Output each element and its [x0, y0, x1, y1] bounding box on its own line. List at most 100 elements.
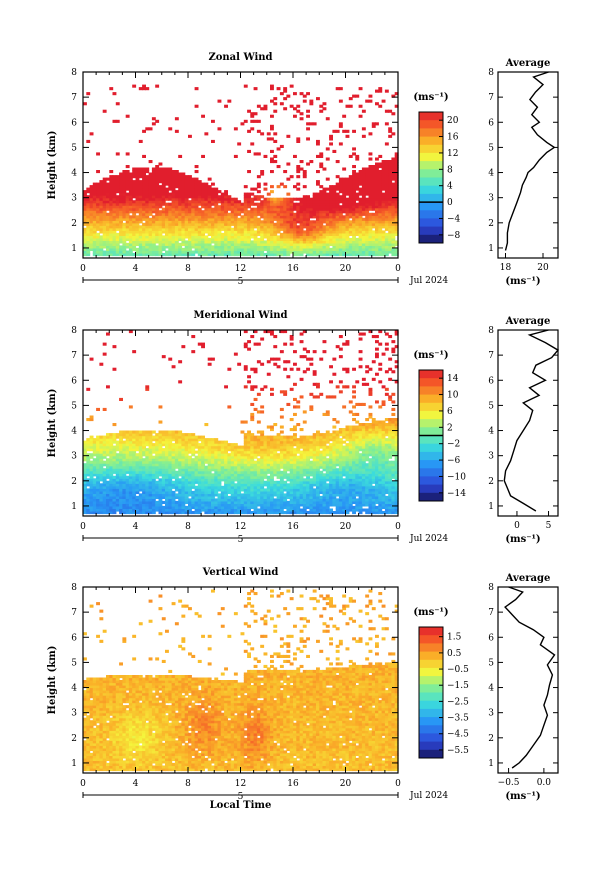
- heatmap-cell: [171, 505, 176, 509]
- heatmap-cell: [358, 237, 363, 241]
- heatmap-cell: [148, 448, 153, 452]
- heatmap-cell: [266, 450, 271, 454]
- heatmap-cell: [151, 455, 156, 459]
- heatmap-cell: [368, 232, 373, 236]
- heatmap-cell: [83, 490, 87, 494]
- heatmap-cell: [250, 453, 255, 457]
- heatmap-cell: [142, 215, 146, 219]
- heatmap-cell: [132, 435, 137, 439]
- heatmap-cell: [181, 242, 186, 246]
- heatmap-cell: [230, 242, 235, 246]
- heatmap-cell: [368, 197, 373, 201]
- heatmap-cell: [122, 185, 127, 189]
- heatmap-cell: [115, 215, 120, 219]
- heatmap-cell: [204, 215, 209, 219]
- heatmap-cell: [125, 460, 130, 464]
- heatmap-cell: [256, 232, 261, 236]
- heatmap-cell: [155, 167, 160, 171]
- heatmap-cell: [211, 230, 215, 234]
- heatmap-cell: [142, 129, 146, 133]
- heatmap-cell: [286, 212, 291, 216]
- heatmap-cell: [338, 215, 343, 219]
- heatmap-cell: [237, 503, 242, 507]
- heatmap-cell: [102, 197, 107, 201]
- heatmap-cell: [220, 511, 225, 515]
- heatmap-cell: [237, 455, 242, 459]
- heatmap-cell: [263, 222, 268, 226]
- heatmap-cell: [256, 185, 261, 189]
- heatmap-cell: [286, 230, 291, 234]
- heatmap-cell: [306, 235, 310, 239]
- heatmap-cell: [368, 250, 373, 254]
- heatmap-cell: [102, 450, 107, 454]
- heatmap-cell: [371, 200, 376, 204]
- heatmap-cell: [342, 242, 347, 246]
- heatmap-cell: [178, 172, 183, 176]
- heatmap-cell: [296, 139, 301, 143]
- heatmap-cell: [211, 455, 215, 459]
- heatmap-cell: [299, 245, 304, 249]
- heatmap-cell: [181, 488, 186, 492]
- heatmap-cell: [174, 177, 179, 181]
- heatmap-cell: [388, 227, 393, 231]
- heatmap-cell: [106, 222, 110, 226]
- heatmap-cell: [260, 485, 265, 489]
- heatmap-cell: [306, 220, 310, 224]
- colorbar-tick-label: 0: [447, 198, 453, 208]
- heatmap-cell: [86, 197, 91, 201]
- heatmap-cell: [312, 212, 317, 216]
- heatmap-cell: [211, 357, 215, 361]
- heatmap-cell: [178, 483, 183, 487]
- heatmap-cell: [217, 505, 222, 509]
- heatmap-cell: [112, 498, 117, 502]
- heatmap-cell: [158, 460, 163, 464]
- heatmap-cell: [296, 232, 301, 236]
- heatmap-cell: [365, 227, 370, 231]
- heatmap-cell: [106, 185, 110, 189]
- heatmap-cell: [194, 250, 199, 254]
- heatmap-cell: [365, 220, 370, 224]
- heatmap-cell: [165, 511, 169, 515]
- heatmap-cell: [247, 485, 251, 489]
- heatmap-cell: [316, 230, 320, 234]
- heatmap-cell: [204, 237, 209, 241]
- heatmap-cell: [217, 495, 222, 499]
- heatmap-cell: [247, 200, 251, 204]
- heatmap-cell: [174, 460, 179, 464]
- heatmap-cell: [253, 253, 258, 257]
- heatmap-cell: [253, 87, 258, 91]
- heatmap-cell: [371, 205, 376, 209]
- heatmap-cell: [263, 490, 268, 494]
- heatmap-cell: [247, 511, 251, 515]
- heatmap-cell: [279, 242, 284, 246]
- heatmap-cell: [256, 250, 261, 254]
- heatmap-cell: [368, 245, 373, 249]
- heatmap-cell: [388, 217, 393, 221]
- heatmap-cell: [158, 500, 163, 504]
- heatmap-cell: [233, 200, 238, 204]
- heatmap-cell: [263, 205, 268, 209]
- heatmap-cell: [283, 222, 288, 226]
- heatmap-cell: [306, 237, 310, 241]
- heatmap-cell: [371, 182, 376, 186]
- heatmap-cell: [243, 433, 248, 437]
- heatmap-cell: [201, 453, 205, 457]
- heatmap-cell: [253, 455, 258, 459]
- heatmap-cell: [122, 493, 127, 497]
- heatmap-cell: [371, 215, 376, 219]
- heatmap-cell: [345, 182, 350, 186]
- heatmap-cell: [112, 210, 117, 214]
- heatmap-cell: [378, 247, 383, 251]
- heatmap-cell: [135, 485, 140, 489]
- heatmap-cell: [270, 450, 274, 454]
- heatmap-cell: [302, 232, 307, 236]
- heatmap-cell: [358, 225, 363, 229]
- heatmap-cell: [92, 503, 97, 507]
- heatmap-cell: [174, 453, 179, 457]
- heatmap-cell: [260, 172, 265, 176]
- heatmap-cell: [158, 498, 163, 502]
- heatmap-cell: [207, 495, 212, 499]
- heatmap-cell: [142, 212, 146, 216]
- heatmap-cell: [217, 460, 222, 464]
- heatmap-cell: [260, 478, 265, 482]
